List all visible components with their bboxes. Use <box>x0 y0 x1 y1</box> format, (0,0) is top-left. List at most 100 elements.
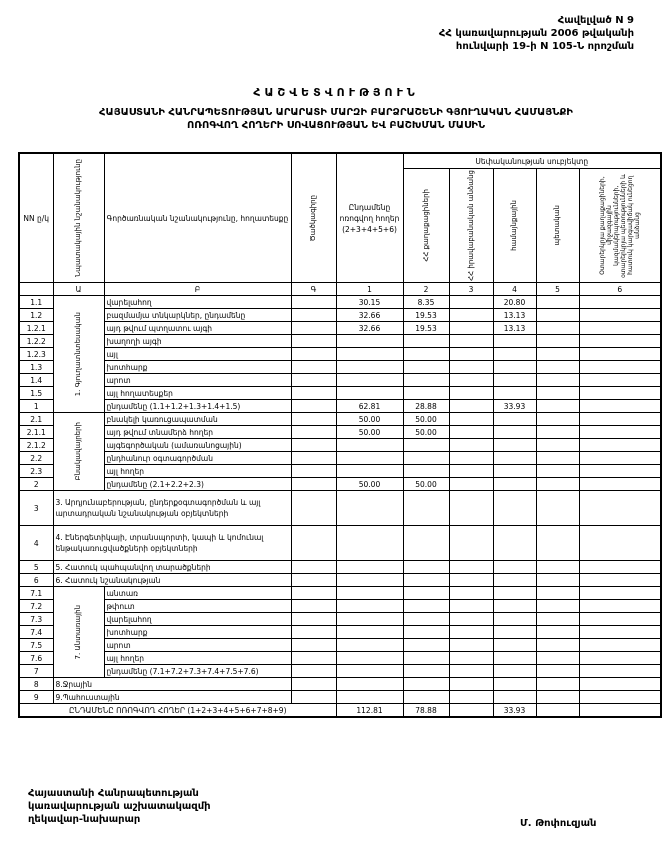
index-cell: 1 <box>335 282 404 296</box>
table-row: 1 ընդամենը (1.1+1.2+1.3+1.4+1.5) 62.81 28.8… <box>18 399 662 413</box>
row-name: 8.Ջրային <box>52 677 292 691</box>
code-cell <box>290 525 337 561</box>
value-c5 <box>535 451 580 465</box>
value-c2 <box>402 386 450 400</box>
index-cell: 4 <box>492 282 537 296</box>
code-cell <box>290 308 337 322</box>
value-c6 <box>578 525 662 561</box>
value-c3 <box>448 525 494 561</box>
value-c3 <box>448 625 494 639</box>
value-total <box>335 360 404 374</box>
value-c4 <box>492 451 537 465</box>
header-code: Ծածկագիրը <box>290 152 337 283</box>
value-total <box>335 690 404 704</box>
value-c3 <box>448 386 494 400</box>
value-c2 <box>402 638 450 652</box>
row-number: 5 <box>18 560 54 574</box>
table-row: 7.3 վարելահող <box>18 612 662 626</box>
row-number: 2 <box>18 477 54 491</box>
value-c5 <box>535 438 580 452</box>
value-c2 <box>402 438 450 452</box>
value-total: 50.00 <box>335 477 404 491</box>
table-row: 2.1.2 այգեգործական (ամառանոցային) <box>18 438 662 452</box>
row-name: անտառ <box>103 586 292 600</box>
code-cell <box>290 664 337 678</box>
value-c4: 13.13 <box>492 308 537 322</box>
value-total <box>335 612 404 626</box>
value-c2: 50.00 <box>402 425 450 439</box>
code-cell <box>290 586 337 600</box>
row-name: ընդամենը (2.1+2.2+2.3) <box>103 477 292 491</box>
code-cell <box>290 477 337 491</box>
row-number: 7 <box>18 664 54 678</box>
table-row: 1.2.2 խաղողի այգի <box>18 334 662 348</box>
value-c5 <box>535 321 580 335</box>
value-total <box>335 525 404 561</box>
value-c2: 50.00 <box>402 477 450 491</box>
value-c5 <box>535 677 580 691</box>
value-c6 <box>578 464 662 478</box>
code-cell <box>290 399 337 413</box>
value-c5 <box>535 525 580 561</box>
annex-line: Հավելված N 9 <box>557 15 634 26</box>
value-total <box>335 438 404 452</box>
code-cell <box>290 612 337 626</box>
value-c5 <box>535 490 580 526</box>
header-c4: համայնքային <box>492 168 537 283</box>
value-c5 <box>535 360 580 374</box>
row-number: 1.2.3 <box>18 347 54 361</box>
value-c4 <box>492 677 537 691</box>
row-number: 7.2 <box>18 599 54 613</box>
table-row: 1.1 1. Գյուղատնտեսական վարելահող 30.15 8.35 2… <box>18 295 662 413</box>
value-c3 <box>448 295 494 309</box>
row-number: 3 <box>18 490 54 526</box>
value-c2 <box>402 664 450 678</box>
value-c3 <box>448 573 494 587</box>
value-c2 <box>402 625 450 639</box>
value-c6 <box>578 451 662 465</box>
value-total: 50.00 <box>335 425 404 439</box>
code-cell <box>290 651 337 665</box>
footer-line: կառավարության աշխատակազմի <box>28 801 211 812</box>
code-cell <box>290 360 337 374</box>
value-c6 <box>578 360 662 374</box>
row-name: 5. Հատուկ պահպանվող տարածքների <box>52 560 292 574</box>
value-c3 <box>448 373 494 387</box>
row-name: 4. Էներգետիկայի, տրանսպորտի, կապի և կոմո… <box>52 525 292 561</box>
table-row: 7.1 7. Անտառային անտառ <box>18 586 662 678</box>
table-row: 8 8.Ջրային <box>18 677 662 691</box>
value-total <box>335 664 404 678</box>
value-c4 <box>492 664 537 678</box>
row-number: 1.3 <box>18 360 54 374</box>
value-c6 <box>578 573 662 587</box>
value-c3 <box>448 477 494 491</box>
value-c6 <box>578 347 662 361</box>
value-c2 <box>402 334 450 348</box>
value-c4 <box>492 651 537 665</box>
code-cell <box>290 677 337 691</box>
value-c6 <box>578 477 662 491</box>
value-c6 <box>578 438 662 452</box>
code-cell <box>290 638 337 652</box>
value-c3 <box>448 638 494 652</box>
code-cell <box>290 321 337 335</box>
value-c2: 19.53 <box>402 321 450 335</box>
value-c5 <box>535 586 580 600</box>
value-total <box>335 334 404 348</box>
row-number: 2.3 <box>18 464 54 478</box>
value-c4 <box>492 525 537 561</box>
value-c5 <box>535 347 580 361</box>
table-row: 7 ընդամենը (7.1+7.2+7.3+7.4+7.5+7.6) <box>18 664 662 678</box>
table-row: 2.3 այլ հողեր <box>18 464 662 478</box>
table-row: 1.5 այլ հողատեսքեր <box>18 386 662 400</box>
value-c5 <box>535 625 580 639</box>
value-c6 <box>578 373 662 387</box>
value-total <box>335 586 404 600</box>
value-c6 <box>578 334 662 348</box>
header-c2: ՀՀ քաղաքացիների <box>402 168 450 283</box>
table-row: 2 ընդամենը (2.1+2.2+2.3) 50.00 50.00 <box>18 477 662 491</box>
code-cell <box>290 451 337 465</box>
table-row: 9 9.Պահուստային <box>18 690 662 704</box>
value-c3 <box>448 438 494 452</box>
value-c6 <box>578 651 662 665</box>
